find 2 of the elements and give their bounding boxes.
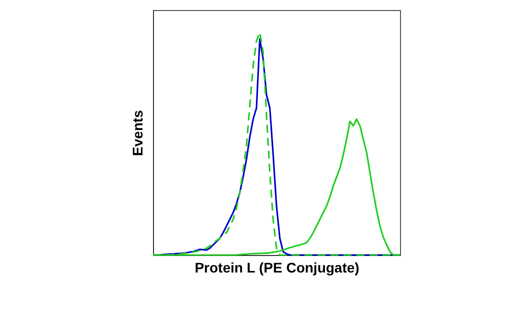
x-axis-title: Protein L (PE Conjugate) — [194, 260, 360, 276]
y-axis-title: Events — [130, 110, 146, 156]
